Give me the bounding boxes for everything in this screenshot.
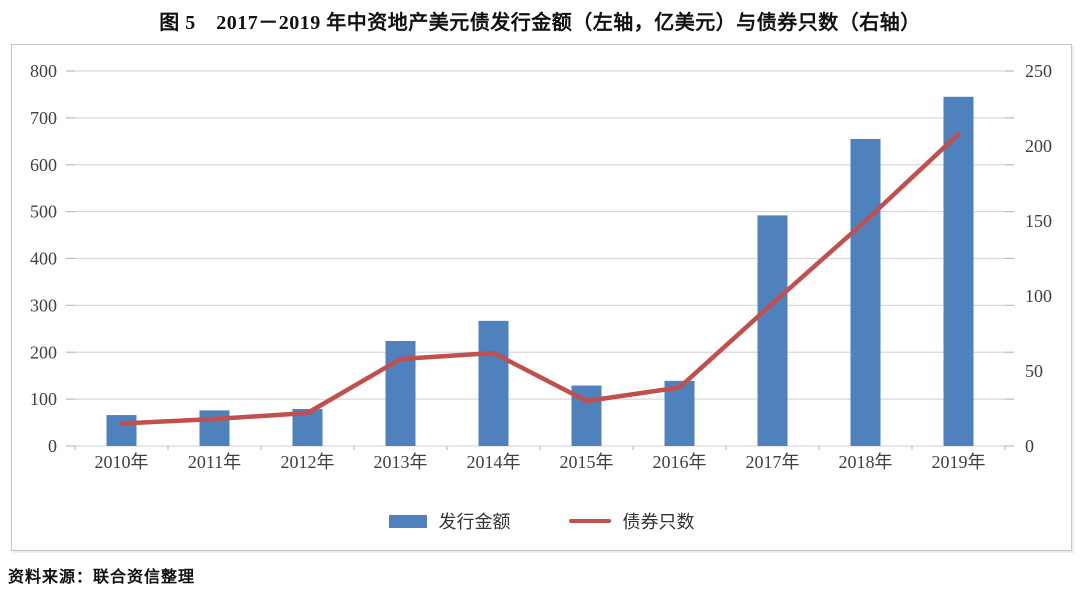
- x-axis-label-2010年: 2010年: [95, 452, 149, 472]
- right-axis-label-100: 100: [1025, 286, 1052, 306]
- right-axis-label-150: 150: [1025, 211, 1052, 231]
- x-axis-labels: 2010年 2011年 2012年 2013年 2014年 2015年 2016年 2017年…: [95, 452, 986, 472]
- legend: 发行金额 债券只数: [12, 508, 1071, 534]
- source-note: 资料来源：联合资信整理: [8, 569, 196, 586]
- left-axis-label-300: 300: [30, 295, 57, 315]
- right-axis-label-0: 0: [1025, 436, 1034, 456]
- left-axis-label-600: 600: [30, 155, 57, 175]
- left-axis-label-500: 500: [30, 202, 57, 222]
- bar-2016年: [664, 380, 695, 446]
- left-axis-label-400: 400: [30, 249, 57, 269]
- right-axis-labels: 0 50 100 150 200 250: [1025, 61, 1052, 456]
- left-axis-labels: 0 100 200 300 400 500 600 700 800: [30, 61, 57, 456]
- combo-chart: 0 100 200 300 400 500 600 700 800 0 50 100 150 200 250…: [30, 61, 1052, 472]
- legend-label-bond-count: 债券只数: [622, 512, 695, 532]
- legend-item-issuance: 发行金额: [388, 508, 511, 534]
- x-axis-ticks: [74, 446, 1006, 450]
- figure-title: 图 5 2017－2019 年中资地产美元债发行金额（左轴，亿美元）与债券只数（…: [159, 12, 921, 34]
- bar-2010年: [106, 415, 137, 446]
- bar-2014年: [478, 320, 509, 446]
- x-axis-label-2014年: 2014年: [467, 452, 521, 472]
- x-axis-label-2016年: 2016年: [653, 452, 707, 472]
- x-axis-label-2012年: 2012年: [281, 452, 335, 472]
- line-series: [119, 131, 961, 426]
- bar-2019年: [943, 96, 974, 446]
- left-axis-label-800: 800: [30, 61, 57, 81]
- legend-label-issuance: 发行金额: [438, 512, 511, 532]
- right-axis-label-250: 250: [1025, 61, 1052, 81]
- bar-2017年: [757, 215, 788, 446]
- bar-series: [106, 96, 974, 446]
- x-axis-label-2015年: 2015年: [560, 452, 614, 472]
- x-axis-label-2011年: 2011年: [188, 452, 241, 472]
- x-axis-label-2018年: 2018年: [839, 452, 893, 472]
- x-axis-label-2017年: 2017年: [746, 452, 800, 472]
- bar-series-swatch-icon: [388, 514, 427, 528]
- gridlines: [66, 70, 1014, 447]
- x-axis-label-2013年: 2013年: [374, 452, 428, 472]
- bar-2011年: [199, 410, 230, 446]
- bar-2018年: [850, 138, 881, 446]
- x-axis-label-2019年: 2019年: [932, 452, 986, 472]
- left-axis-label-700: 700: [30, 108, 57, 128]
- left-axis-label-200: 200: [30, 342, 57, 362]
- line-series-swatch-icon: [568, 519, 611, 523]
- right-axis-label-50: 50: [1025, 361, 1043, 381]
- right-axis-label-200: 200: [1025, 136, 1052, 156]
- legend-item-bond-count: 债券只数: [568, 508, 695, 534]
- chart-frame: 0 100 200 300 400 500 600 700 800 0 50 100 150 200 250…: [11, 44, 1072, 551]
- left-axis-label-100: 100: [30, 389, 57, 409]
- left-axis-label-0: 0: [48, 436, 57, 456]
